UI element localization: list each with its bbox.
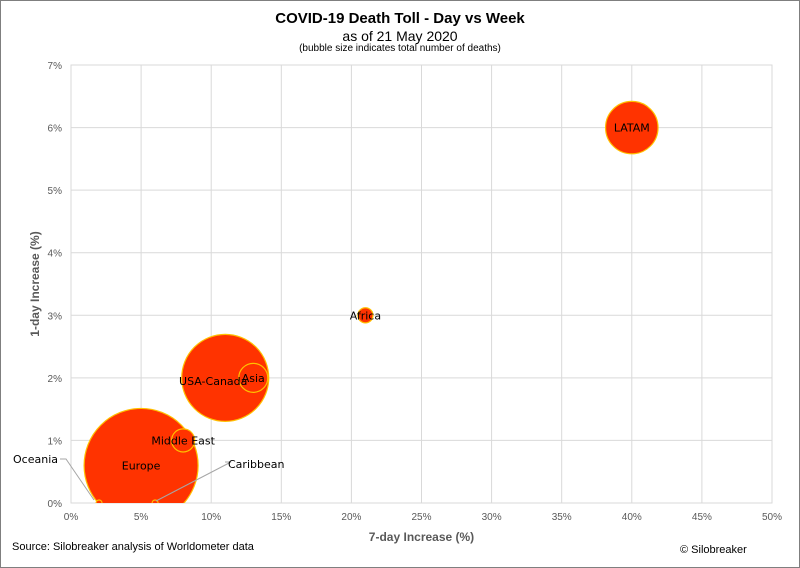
- bubble-africa: [357, 307, 374, 324]
- x-tick-label: 25%: [411, 512, 431, 523]
- bubble-middle-east: [170, 428, 196, 453]
- leader-line: [155, 461, 232, 502]
- y-tick-label: 4%: [48, 249, 63, 260]
- x-tick-label: 10%: [201, 512, 221, 523]
- y-tick-label: 5%: [48, 186, 63, 197]
- x-tick-label: 15%: [271, 512, 291, 523]
- bubble-label: Middle East: [151, 434, 215, 447]
- x-tick-label: 20%: [341, 512, 361, 523]
- x-tick-label: 5%: [134, 512, 149, 523]
- bubble-label: Oceania: [13, 453, 58, 466]
- bubble-label: LATAM: [614, 122, 650, 135]
- y-axis-title: 1-day Increase (%): [28, 231, 42, 336]
- bubble-label: Caribbean: [228, 458, 284, 471]
- bubble-label: Africa: [350, 309, 381, 322]
- y-tick-label: 6%: [48, 124, 63, 135]
- y-tick-label: 7%: [48, 61, 63, 72]
- x-tick-label: 30%: [482, 512, 502, 523]
- y-tick-label: 1%: [48, 436, 63, 447]
- x-tick-label: 35%: [552, 512, 572, 523]
- y-tick-label: 0%: [48, 499, 63, 510]
- bubble-label: Asia: [242, 372, 265, 385]
- bubble-asia: [238, 362, 269, 393]
- bubble-europe: [83, 407, 199, 503]
- y-tick-label: 3%: [48, 311, 63, 322]
- x-tick-label: 40%: [622, 512, 642, 523]
- bubble-latam: [604, 100, 659, 155]
- y-tick-label: 2%: [48, 374, 63, 385]
- bubble-label: Europe: [122, 459, 161, 472]
- chart-subtitle: as of 21 May 2020: [342, 28, 458, 44]
- x-tick-label: 50%: [762, 512, 782, 523]
- copyright-note: © Silobreaker: [680, 544, 747, 556]
- bubble-oceania: [95, 499, 103, 503]
- x-tick-label: 0%: [64, 512, 79, 523]
- bubble-label: USA-Canada: [179, 375, 247, 388]
- x-axis-title: 7-day Increase (%): [369, 530, 474, 544]
- chart-title: COVID-19 Death Toll - Day vs Week: [275, 10, 525, 27]
- chart-note: (bubble size indicates total number of d…: [299, 43, 501, 54]
- leader-line: [60, 458, 95, 501]
- source-note: Source: Silobreaker analysis of Worldome…: [12, 541, 254, 553]
- bubble-usa-canada: [181, 333, 270, 422]
- x-tick-label: 45%: [692, 512, 712, 523]
